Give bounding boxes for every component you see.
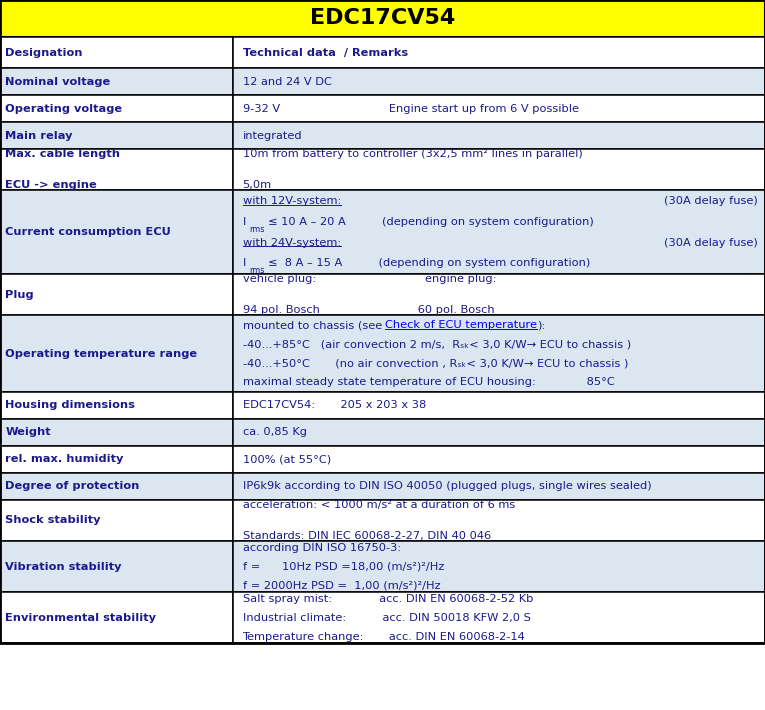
Bar <box>0 122 233 149</box>
Text: 12 and 24 V DC: 12 and 24 V DC <box>243 77 331 87</box>
Text: Vibration stability: Vibration stability <box>5 562 122 572</box>
Bar <box>233 592 765 643</box>
Bar <box>0 37 233 68</box>
Text: 9-32 V                              Engine start up from 6 V possible: 9-32 V Engine start up from 6 V possible <box>243 104 578 114</box>
Bar <box>0 68 233 95</box>
Text: Housing dimensions: Housing dimensions <box>5 400 135 410</box>
Text: Salt spray mist:             acc. DIN EN 60068-2-52 Kb: Salt spray mist: acc. DIN EN 60068-2-52 … <box>243 594 533 604</box>
Text: 5,0m: 5,0m <box>243 180 272 190</box>
Bar <box>233 500 765 541</box>
Bar <box>233 149 765 190</box>
Bar <box>0 446 233 473</box>
Text: ≤ 10 A – 20 A          (depending on system configuration): ≤ 10 A – 20 A (depending on system confi… <box>268 217 594 226</box>
Text: (30A delay fuse): (30A delay fuse) <box>663 196 757 206</box>
Bar <box>0 315 233 392</box>
Text: Operating temperature range: Operating temperature range <box>5 349 197 359</box>
Text: rel. max. humidity: rel. max. humidity <box>5 454 124 464</box>
Text: Designation: Designation <box>5 48 83 58</box>
Text: vehicle plug:                              engine plug:: vehicle plug: engine plug: <box>243 274 496 285</box>
Bar <box>233 122 765 149</box>
Bar <box>233 541 765 592</box>
Bar <box>0 592 233 643</box>
Text: Industrial climate:          acc. DIN 50018 KFW 2,0 S: Industrial climate: acc. DIN 50018 KFW 2… <box>243 613 530 623</box>
Bar <box>0 419 233 446</box>
Text: 10m from battery to controller (3x2,5 mm² lines in parallel): 10m from battery to controller (3x2,5 mm… <box>243 149 582 160</box>
Text: 100% (at 55°C): 100% (at 55°C) <box>243 454 330 464</box>
Bar <box>233 68 765 95</box>
Text: rms: rms <box>249 225 265 234</box>
Text: maximal steady state temperature of ECU housing:              85°C: maximal steady state temperature of ECU … <box>243 377 614 387</box>
Text: Shock stability: Shock stability <box>5 515 101 525</box>
Text: ca. 0,85 Kg: ca. 0,85 Kg <box>243 427 307 437</box>
Text: Current consumption ECU: Current consumption ECU <box>5 227 171 237</box>
Bar <box>233 190 765 274</box>
Text: Standards: DIN IEC 60068-2-27, DIN 40 046: Standards: DIN IEC 60068-2-27, DIN 40 04… <box>243 530 490 541</box>
Text: Plug: Plug <box>5 290 34 300</box>
Text: Max. cable length: Max. cable length <box>5 149 120 160</box>
Bar <box>0 149 233 190</box>
Text: I: I <box>243 258 246 268</box>
Text: ):: ): <box>537 320 545 330</box>
Bar <box>0 392 233 419</box>
Text: EDC17CV54: EDC17CV54 <box>310 9 455 28</box>
Text: Environmental stability: Environmental stability <box>5 613 156 623</box>
Text: acceleration: < 1000 m/s² at a duration of 6 ms: acceleration: < 1000 m/s² at a duration … <box>243 500 515 510</box>
Text: 94 pol. Bosch                           60 pol. Bosch: 94 pol. Bosch 60 pol. Bosch <box>243 305 494 315</box>
Bar <box>233 274 765 315</box>
Bar <box>0 95 233 122</box>
Bar <box>0 500 233 541</box>
Text: Nominal voltage: Nominal voltage <box>5 77 111 87</box>
Bar <box>0 274 233 315</box>
Text: with 24V-system:: with 24V-system: <box>243 238 340 248</box>
Text: Main relay: Main relay <box>5 131 73 141</box>
Text: -40...+50°C       (no air convection , Rₛₖ< 3,0 K/W→ ECU to chassis ): -40...+50°C (no air convection , Rₛₖ< 3,… <box>243 358 628 368</box>
Bar <box>0 473 233 500</box>
Bar <box>233 37 765 68</box>
Text: I: I <box>243 217 246 226</box>
Text: Temperature change:       acc. DIN EN 60068-2-14: Temperature change: acc. DIN EN 60068-2-… <box>243 632 526 642</box>
Bar <box>233 315 765 392</box>
Text: IP6k9k according to DIN ISO 40050 (plugged plugs, single wires sealed): IP6k9k according to DIN ISO 40050 (plugg… <box>243 481 651 491</box>
Bar <box>233 419 765 446</box>
Text: ECU -> engine: ECU -> engine <box>5 180 97 190</box>
Text: Technical data  / Remarks: Technical data / Remarks <box>243 48 408 58</box>
Bar <box>233 392 765 419</box>
Bar <box>0 190 233 274</box>
Text: mounted to chassis (see: mounted to chassis (see <box>243 320 386 330</box>
Text: Check of ECU temperature: Check of ECU temperature <box>386 320 537 330</box>
Text: EDC17CV54:       205 x 203 x 38: EDC17CV54: 205 x 203 x 38 <box>243 400 426 410</box>
Text: according DIN ISO 16750-3:: according DIN ISO 16750-3: <box>243 542 401 552</box>
Text: Operating voltage: Operating voltage <box>5 104 122 114</box>
Text: -40...+85°C   (air convection 2 m/s,  Rₛₖ< 3,0 K/W→ ECU to chassis ): -40...+85°C (air convection 2 m/s, Rₛₖ< … <box>243 339 630 349</box>
Text: Degree of protection: Degree of protection <box>5 481 140 491</box>
Text: f = 2000Hz PSD =  1,00 (m/s²)²/Hz: f = 2000Hz PSD = 1,00 (m/s²)²/Hz <box>243 581 440 591</box>
Bar <box>233 473 765 500</box>
Text: f =      10Hz PSD =18,00 (m/s²)²/Hz: f = 10Hz PSD =18,00 (m/s²)²/Hz <box>243 562 444 572</box>
Bar <box>0 541 233 592</box>
Bar <box>0 0 765 37</box>
Text: with 12V-system:: with 12V-system: <box>243 196 341 206</box>
Text: integrated: integrated <box>243 131 302 141</box>
Bar <box>233 446 765 473</box>
Text: rms: rms <box>249 266 265 275</box>
Text: (30A delay fuse): (30A delay fuse) <box>663 238 757 248</box>
Text: ≤  8 A – 15 A          (depending on system configuration): ≤ 8 A – 15 A (depending on system config… <box>268 258 590 268</box>
Bar <box>233 95 765 122</box>
Text: Weight: Weight <box>5 427 51 437</box>
